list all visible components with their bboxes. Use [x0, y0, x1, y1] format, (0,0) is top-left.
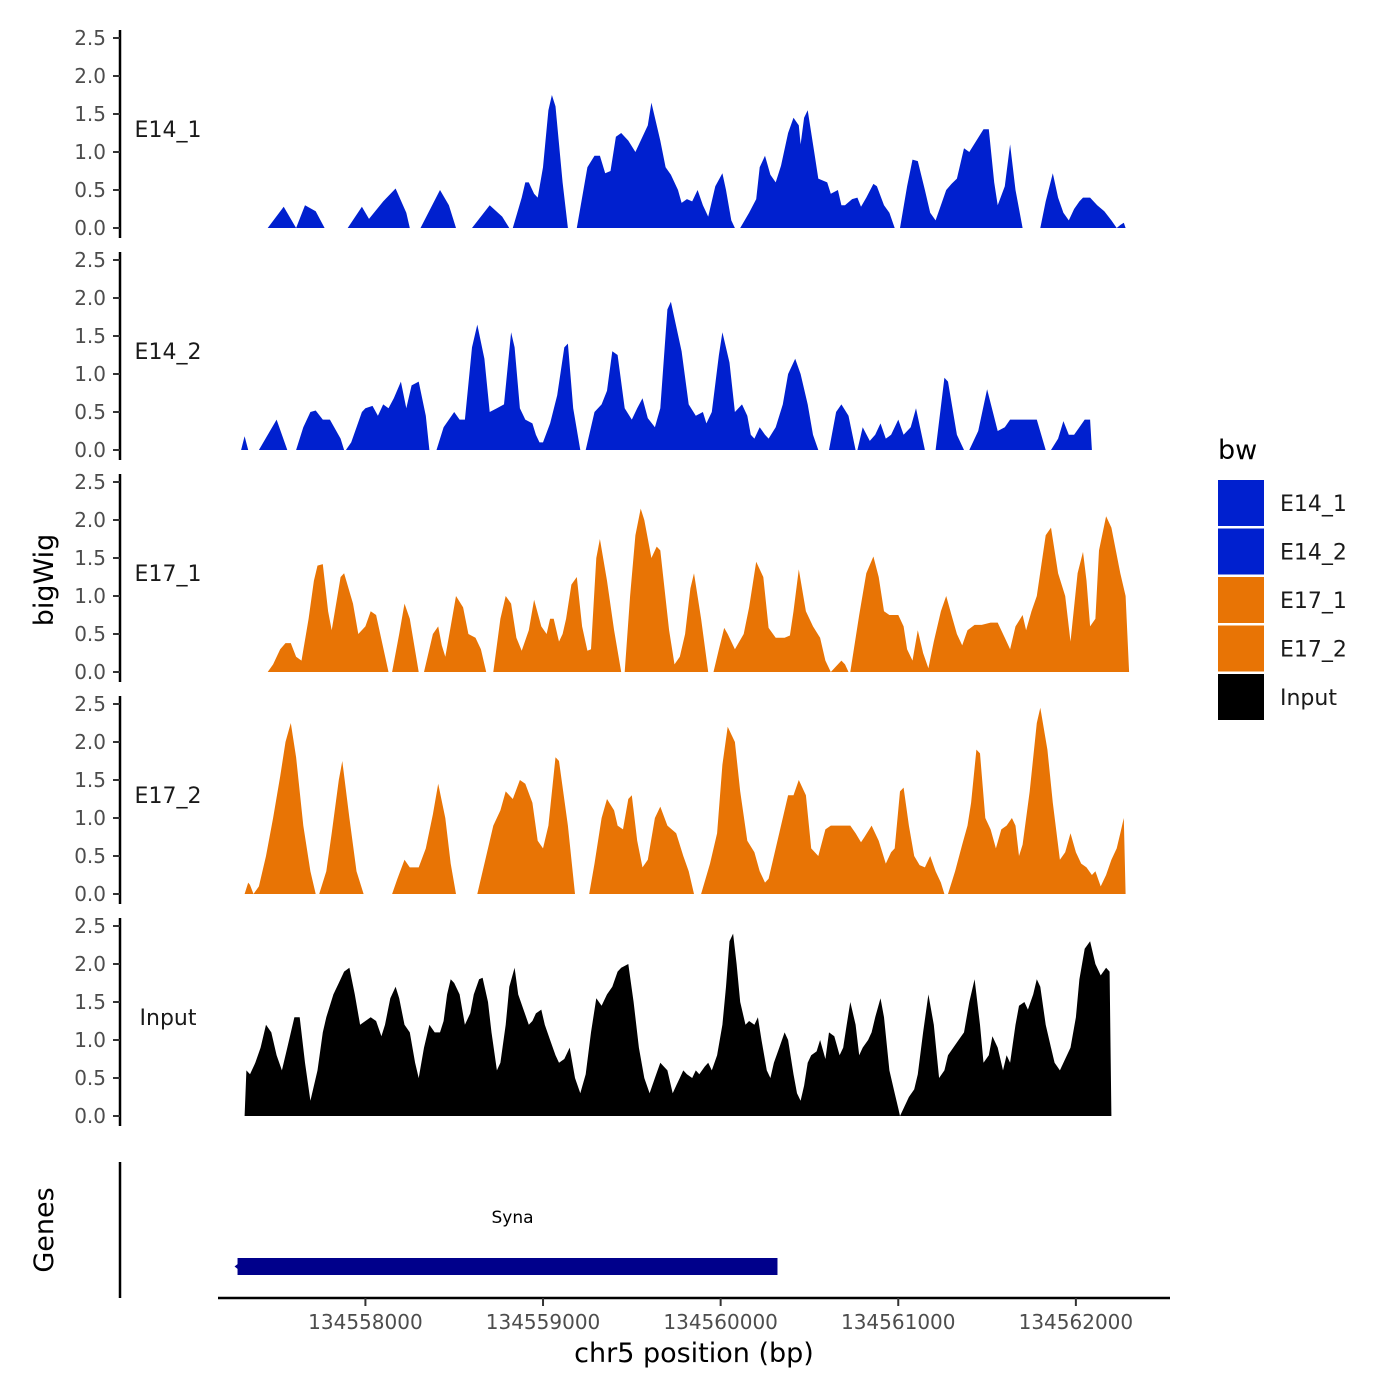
- genes-y-axis-title: Genes: [29, 1187, 60, 1272]
- y-tick-label: 1.0: [74, 140, 106, 164]
- y-tick-label: 1.5: [74, 768, 106, 792]
- y-tick-label: 2.5: [74, 914, 106, 938]
- track-e14-1: 0.0 0.5 1.0 1.5 2.0 2.5 E14_1: [74, 26, 1126, 240]
- legend-label: E17_2: [1280, 638, 1347, 663]
- y-tick-label: 0.5: [74, 844, 106, 868]
- y-tick-label: 0.0: [74, 1104, 106, 1128]
- y-tick-label: 2.0: [74, 286, 106, 310]
- y-tick-label: 2.0: [74, 508, 106, 532]
- track-e14-2: 0.0 0.5 1.0 1.5 2.0 2.5 E14_2: [74, 248, 1092, 462]
- track-label: E14_2: [135, 340, 202, 365]
- y-tick-label: 1.0: [74, 584, 106, 608]
- y-tick-label: 1.5: [74, 324, 106, 348]
- track-label: E14_1: [135, 118, 202, 143]
- bigwig-tracks: 0.0 0.5 1.0 1.5 2.0 2.5 E14_1 0.0 0.5 1.0 1.5 2.0 2.…: [74, 26, 1130, 1128]
- legend: bw E14_1 E14_2 E17_1 E17_2 Input: [1218, 435, 1347, 720]
- genes-track: Genes Syna: [29, 1162, 778, 1298]
- y-tick-label: 2.0: [74, 952, 106, 976]
- legend-swatch: [1218, 528, 1264, 575]
- coverage-area-e17-1: [267, 508, 1130, 672]
- y-tick-label: 2.0: [74, 730, 106, 754]
- coverage-area-e14-2: [241, 301, 1092, 450]
- y-tick-label: 0.0: [74, 660, 106, 684]
- x-tick-label: 134562000: [1019, 1310, 1134, 1334]
- y-tick-label: 2.5: [74, 26, 106, 50]
- track-label: E17_2: [135, 784, 202, 809]
- gene-bar: [237, 1258, 778, 1275]
- coverage-area-e17-2: [244, 707, 1126, 894]
- legend-label: E14_2: [1280, 541, 1347, 566]
- y-tick-label: 0.5: [74, 178, 106, 202]
- y-tick-label: 0.0: [74, 882, 106, 906]
- y-tick-label: 1.5: [74, 546, 106, 570]
- gene-name-label: Syna: [491, 1208, 533, 1228]
- x-tick-label: 134561000: [841, 1310, 956, 1334]
- y-tick-label: 0.5: [74, 1066, 106, 1090]
- y-tick-label: 0.0: [74, 216, 106, 240]
- bigwig-y-axis-title: bigWig: [29, 534, 60, 627]
- y-tick-label: 1.5: [74, 990, 106, 1014]
- y-tick-label: 1.0: [74, 362, 106, 386]
- track-input: 0.0 0.5 1.0 1.5 2.0 2.5 Input: [74, 914, 1112, 1128]
- x-axis: chr5 position (bp) 134558000 134559000 134…: [218, 1296, 1170, 1369]
- y-tick-label: 1.0: [74, 1028, 106, 1052]
- y-tick-label: 1.5: [74, 102, 106, 126]
- y-tick-label: 2.5: [74, 248, 106, 272]
- y-tick-label: 0.5: [74, 622, 106, 646]
- track-label: E17_1: [135, 562, 202, 587]
- track-label: Input: [140, 1006, 197, 1031]
- x-tick-label: 134559000: [486, 1310, 601, 1334]
- track-e17-1: 0.0 0.5 1.0 1.5 2.0 2.5 E17_1: [74, 470, 1130, 684]
- gene-strand-arrow: [234, 1261, 242, 1272]
- coverage-area-input: [244, 933, 1112, 1116]
- legend-swatch: [1218, 625, 1264, 672]
- legend-title: bw: [1218, 435, 1257, 466]
- x-axis-title: chr5 position (bp): [574, 1338, 814, 1369]
- y-tick-label: 0.0: [74, 438, 106, 462]
- legend-label: Input: [1280, 686, 1337, 711]
- legend-label: E17_1: [1280, 589, 1347, 614]
- y-tick-label: 2.5: [74, 470, 106, 494]
- bigwig-y-axis-title-group: bigWig: [29, 534, 60, 627]
- y-tick-label: 2.0: [74, 64, 106, 88]
- coverage-area-e14-1: [267, 95, 1126, 228]
- legend-swatch: [1218, 577, 1264, 623]
- legend-label: E14_1: [1280, 492, 1347, 517]
- x-tick-label: 134560000: [663, 1310, 778, 1334]
- y-tick-label: 0.5: [74, 400, 106, 424]
- y-tick-label: 2.5: [74, 692, 106, 716]
- legend-swatch: [1218, 674, 1264, 720]
- y-tick-label: 1.0: [74, 806, 106, 830]
- track-e17-2: 0.0 0.5 1.0 1.5 2.0 2.5 E17_2: [74, 692, 1126, 906]
- legend-swatch: [1218, 480, 1264, 526]
- x-tick-label: 134558000: [308, 1310, 423, 1334]
